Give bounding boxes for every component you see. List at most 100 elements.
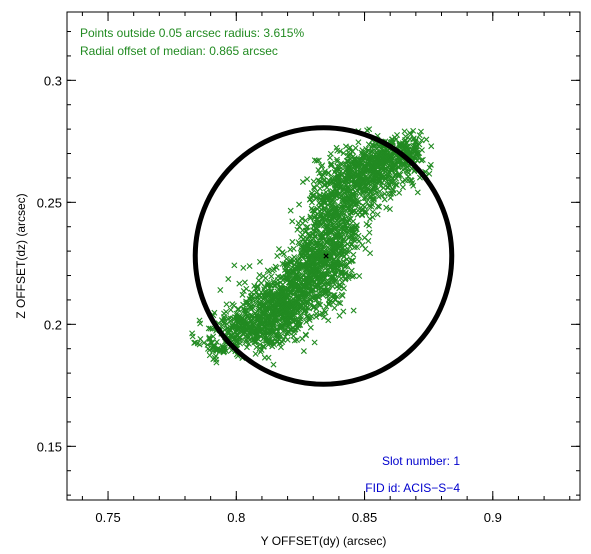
data-point [296, 303, 303, 309]
data-point [257, 341, 264, 348]
data-point [283, 269, 290, 276]
data-point [324, 239, 331, 246]
data-point [265, 323, 272, 330]
data-point [401, 128, 408, 135]
data-point [318, 210, 325, 217]
data-point [336, 312, 343, 319]
data-point [308, 293, 315, 300]
data-point [277, 344, 284, 351]
data-point [310, 178, 317, 185]
data-point [313, 226, 320, 233]
data-point [369, 214, 376, 221]
data-point [315, 283, 322, 290]
data-point [290, 301, 297, 308]
data-point [315, 301, 322, 308]
data-point [266, 268, 272, 275]
data-point [226, 326, 233, 333]
data-point [255, 328, 262, 335]
data-point [243, 344, 250, 351]
data-point [249, 315, 256, 322]
data-point [313, 313, 320, 320]
data-point [291, 311, 298, 318]
data-point [268, 282, 275, 289]
data-point [302, 227, 309, 234]
data-point [313, 252, 320, 259]
data-point [223, 320, 230, 327]
data-point [282, 326, 289, 333]
data-point [230, 321, 237, 328]
data-point [236, 280, 243, 287]
data-point [225, 276, 232, 283]
data-point [286, 258, 293, 265]
data-point [309, 277, 316, 284]
stats-line-outside-radius: Points outside 0.05 arcsec radius: 3.615… [80, 26, 304, 40]
data-point [338, 275, 344, 282]
data-point [300, 348, 307, 355]
data-point [273, 326, 280, 333]
data-point [331, 305, 338, 311]
data-point [302, 294, 309, 301]
data-point [304, 176, 311, 183]
data-point [324, 293, 331, 300]
data-point [327, 150, 334, 157]
data-point [295, 309, 302, 316]
data-point [329, 238, 336, 245]
data-point [256, 272, 263, 279]
data-point [275, 316, 282, 323]
data-point [267, 311, 274, 318]
data-point [331, 212, 338, 219]
data-point [316, 277, 323, 284]
data-point [273, 308, 280, 315]
data-point [265, 354, 272, 361]
data-point [350, 307, 357, 314]
data-point [314, 216, 321, 223]
data-point [327, 255, 334, 262]
data-point [207, 325, 214, 332]
data-point [221, 316, 228, 323]
data-point [264, 291, 271, 298]
y-tick-label: 0.3 [44, 73, 62, 88]
data-point [243, 285, 250, 292]
data-point [321, 168, 328, 175]
data-point [258, 300, 265, 307]
data-point [369, 208, 376, 215]
data-point [359, 212, 366, 219]
data-point [311, 263, 318, 270]
x-tick-label: 0.8 [227, 510, 245, 525]
data-point [256, 258, 263, 265]
data-point [331, 292, 338, 299]
data-point [299, 215, 305, 222]
data-point [318, 290, 325, 297]
data-point [291, 279, 298, 286]
data-point [270, 266, 277, 273]
data-point [366, 229, 373, 236]
data-point [338, 233, 345, 240]
data-point [273, 300, 280, 307]
data-point [341, 253, 348, 260]
data-point [262, 313, 269, 320]
data-point [343, 250, 350, 257]
data-point [299, 178, 306, 185]
data-point [266, 285, 273, 292]
data-point [356, 273, 363, 280]
data-point [349, 257, 356, 264]
data-point [356, 209, 363, 216]
data-point [317, 185, 324, 192]
data-point [243, 307, 250, 314]
data-point [312, 271, 319, 277]
data-point [423, 136, 430, 143]
data-point [260, 343, 267, 350]
data-point [308, 258, 315, 265]
data-point [414, 189, 421, 196]
data-point [337, 240, 344, 247]
data-point [275, 332, 282, 339]
data-point [325, 317, 332, 324]
data-point [350, 226, 357, 233]
data-point [336, 233, 343, 240]
data-point [261, 283, 268, 290]
data-point [227, 306, 234, 313]
data-point [262, 328, 269, 335]
data-point [318, 251, 325, 258]
data-point [219, 322, 226, 329]
